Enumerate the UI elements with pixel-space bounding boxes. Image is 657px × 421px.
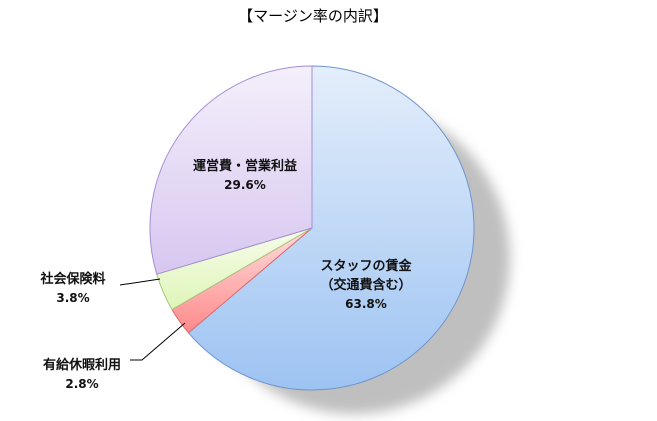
slice-sublabel-1: （交通費含む）	[320, 277, 411, 293]
slice-labels: スタッフの賃金 （交通費含む） 63.8% 有給休暇利用 2.8% 社会保険料 3.8% 運営…	[39, 158, 412, 391]
pie-slices	[149, 65, 475, 391]
slice-value-label-4: 29.6%	[224, 178, 266, 192]
slice-value-label-1: 63.8%	[345, 297, 387, 311]
pie-slice-4	[149, 65, 313, 275]
slice-label-1: スタッフの賃金	[320, 258, 412, 274]
slice-label-3: 社会保険料	[39, 271, 105, 287]
leader-line-3	[119, 278, 161, 286]
slice-label-2: 有給休暇利用	[43, 357, 121, 373]
pie-slice-1	[187, 65, 475, 391]
slice-value-label-3: 3.8%	[56, 291, 89, 305]
slice-label-4: 運営費・営業利益	[193, 158, 297, 174]
leader-lines	[119, 278, 186, 361]
slice-value-label-2: 2.8%	[65, 377, 98, 391]
chart-title: 【マージン率の内訳】	[238, 7, 388, 25]
leader-line-2	[130, 322, 186, 361]
